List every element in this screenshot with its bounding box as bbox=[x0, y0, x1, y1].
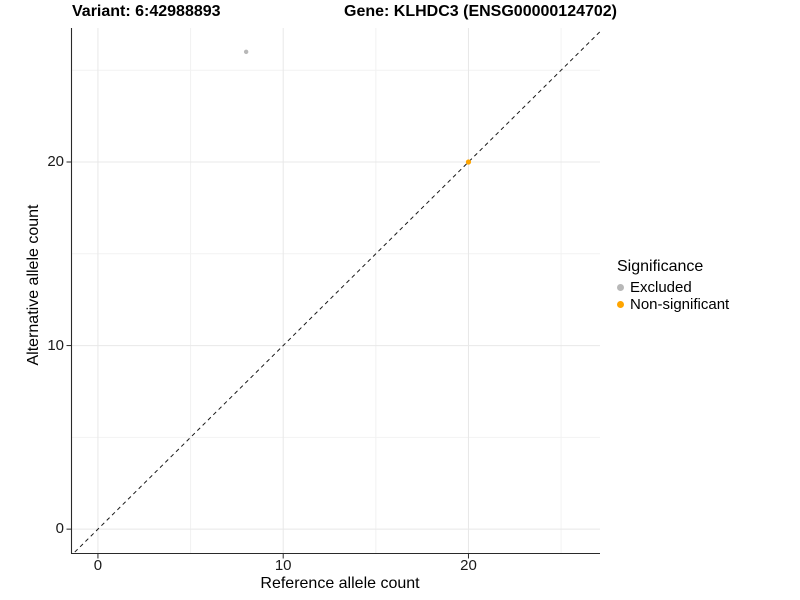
plot-title-gene: Gene: KLHDC3 (ENSG00000124702) bbox=[344, 3, 618, 20]
y-axis-title: Alternative allele count bbox=[25, 204, 42, 366]
legend-items: Excluded Non-significant bbox=[617, 279, 729, 313]
legend-dot-icon bbox=[617, 284, 624, 291]
y-tick-label: 10 bbox=[47, 336, 64, 354]
identity-line bbox=[73, 30, 600, 553]
legend: Significance Excluded Non-significant bbox=[617, 258, 729, 313]
legend-item-excluded: Excluded bbox=[617, 279, 729, 296]
x-tick-label: 10 bbox=[274, 557, 292, 574]
data-point-non-significant bbox=[465, 159, 472, 165]
y-tick-label: 0 bbox=[55, 520, 64, 538]
legend-item-label: Excluded bbox=[630, 279, 692, 296]
legend-title: Significance bbox=[617, 258, 704, 275]
legend-item-label: Non-significant bbox=[630, 296, 730, 313]
x-tick-label: 20 bbox=[460, 557, 477, 574]
data-point-excluded bbox=[243, 49, 249, 55]
legend-item-non-significant: Non-significant bbox=[617, 296, 729, 313]
legend-dot-icon bbox=[617, 301, 624, 308]
x-axis-title: Reference allele count bbox=[260, 575, 420, 592]
x-tick-label: 0 bbox=[93, 557, 103, 574]
plot-title-variant: Variant: 6:42988893 bbox=[72, 3, 221, 20]
y-tick-label: 20 bbox=[47, 153, 64, 170]
